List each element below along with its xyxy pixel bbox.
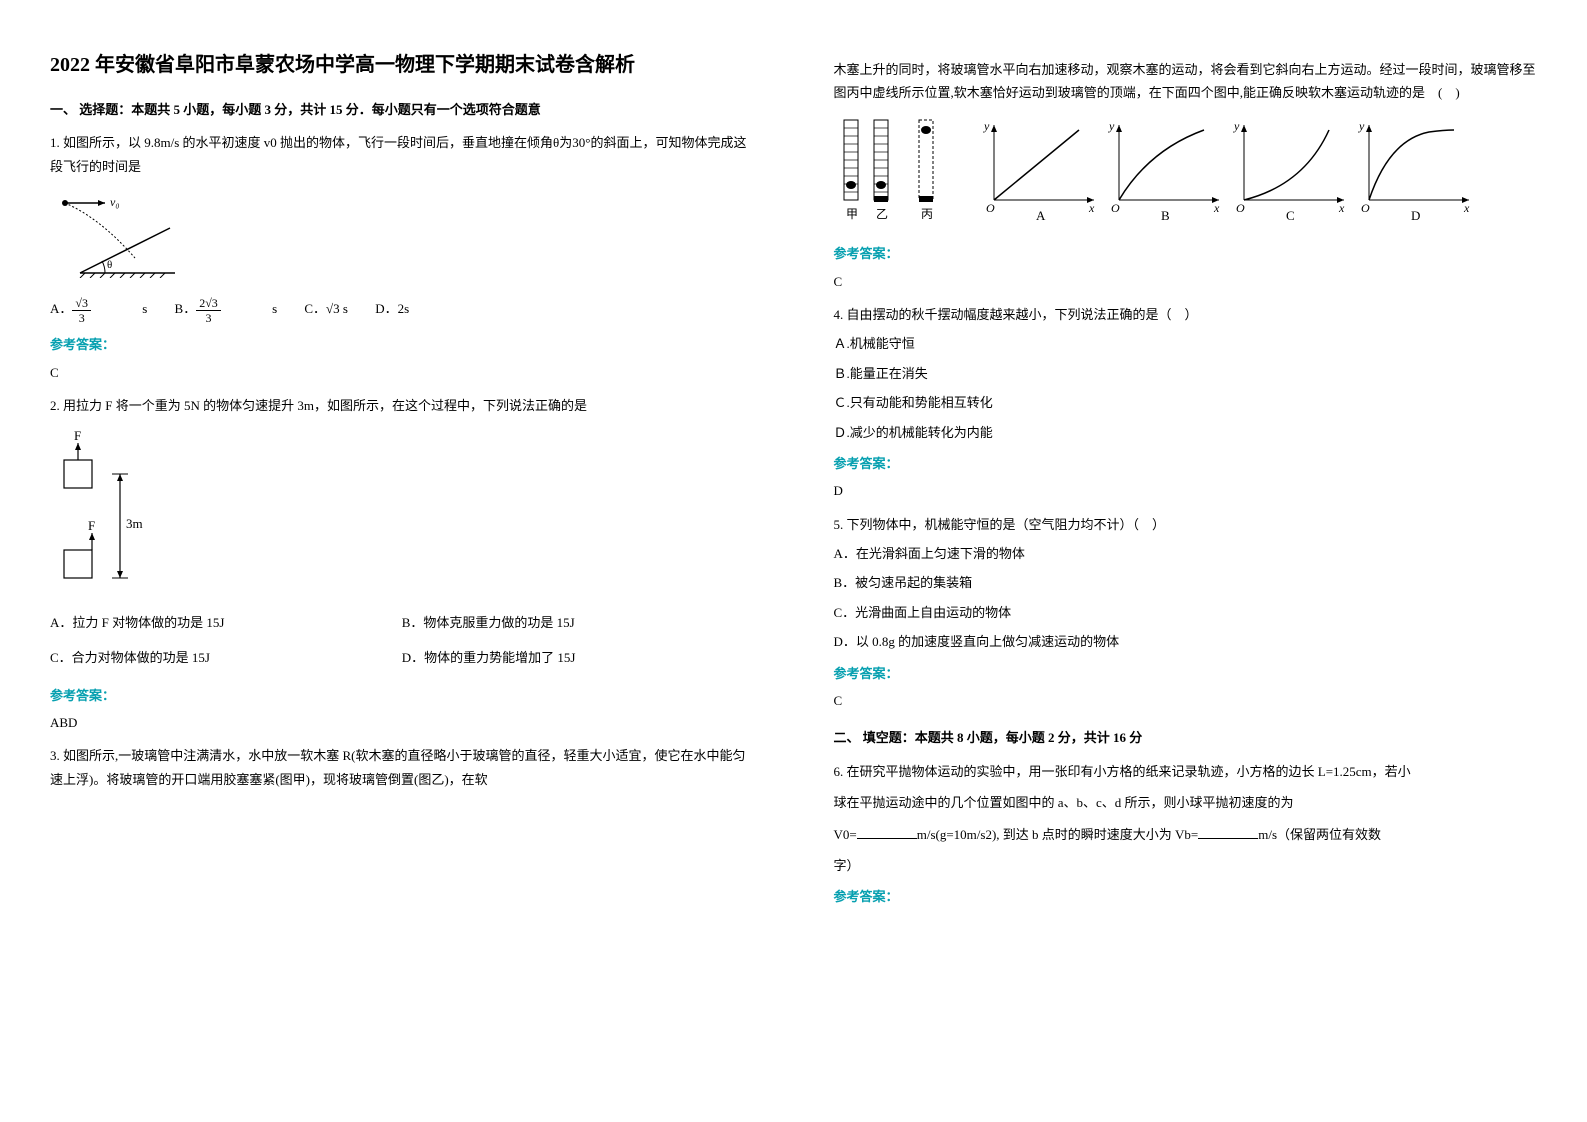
q2-option-a: A．拉力 F 对物体做的功是 15J [50,611,402,634]
q6-v0-label: V0= [834,827,857,842]
q5-option-d: D．以 0.8g 的加速度竖直向上做匀减速运动的物体 [834,630,1538,653]
question-5-text: 5. 下列物体中，机械能守恒的是（空气阻力均不计）（ ） [834,513,1538,536]
svg-text:F: F [88,518,95,533]
svg-text:y: y [1233,119,1240,133]
question-6-line2: 球在平抛运动途中的几个位置如图中的 a、b、c、d 所示，则小球平抛初速度的为 [834,791,1538,814]
q6-mid: m/s(g=10m/s2), 到达 b 点时的瞬时速度大小为 Vb= [917,827,1199,842]
q2-option-d: D．物体的重力势能增加了 15J [402,646,754,669]
q5-answer-label: 参考答案： [834,662,1538,685]
svg-text:C: C [1286,208,1295,223]
svg-text:x: x [1338,201,1345,215]
right-column: 木塞上升的同时，将玻璃管水平向右加速移动，观察木塞的运动，将会看到它斜向右上方运… [794,0,1587,1122]
svg-text:x: x [1088,201,1095,215]
svg-text:F: F [74,428,81,443]
left-column: 2022 年安徽省阜阳市阜蒙农场中学高一物理下学期期末试卷含解析 一、 选择题：… [0,0,794,1122]
q4-option-b: Ｂ.能量正在消失 [834,362,1538,385]
q5-answer: C [834,689,1538,712]
svg-text:y: y [1358,119,1365,133]
section-1-heading: 一、 选择题：本题共 5 小题，每小题 3 分，共计 15 分．每小题只有一个选… [50,98,754,121]
question-3-text-part1: 3. 如图所示,一玻璃管中注满清水，水中放一软木塞 R(软木塞的直径略小于玻璃管… [50,744,754,791]
q4-option-c: Ｃ.只有动能和势能相互转化 [834,391,1538,414]
q6-tail: m/s（保留两位有效数 [1258,827,1381,842]
question-1-text: 1. 如图所示，以 9.8m/s 的水平初速度 v0 抛出的物体，飞行一段时间后… [50,131,754,178]
q5-option-a: A．在光滑斜面上匀速下滑的物体 [834,542,1538,565]
q6-blank-v0 [857,826,917,839]
q2-answer-label: 参考答案： [50,684,754,707]
svg-text:x: x [1463,201,1470,215]
question-6-line3: V0= m/s(g=10m/s2), 到达 b 点时的瞬时速度大小为 Vb= m/s… [834,823,1538,846]
q3-answer: C [834,270,1538,293]
svg-text:O: O [1361,201,1370,215]
question-6-line4: 字） [834,854,1538,877]
q5-option-c: C．光滑曲面上自由运动的物体 [834,601,1538,624]
q1-answer-label: 参考答案： [50,333,754,356]
q4-answer-label: 参考答案： [834,452,1538,475]
section-2-heading: 二、 填空题：本题共 8 小题，每小题 2 分，共计 16 分 [834,726,1538,749]
question-2-figure: F F 3m [50,428,754,595]
q4-option-d: Ｄ.减少的机械能转化为内能 [834,421,1538,444]
q2-option-b: B．物体克服重力做的功是 15J [402,611,754,634]
question-4-options: Ａ.机械能守恒 Ｂ.能量正在消失 Ｃ.只有动能和势能相互转化 Ｄ.减少的机械能转… [834,332,1538,444]
svg-text:B: B [1161,208,1170,223]
question-2-text: 2. 用拉力 F 将一个重为 5N 的物体匀速提升 3m，如图所示，在这个过程中… [50,394,754,417]
svg-text:O: O [1111,201,1120,215]
exam-title: 2022 年安徽省阜阳市阜蒙农场中学高一物理下学期期末试卷含解析 [50,50,754,80]
q4-answer: D [834,479,1538,502]
q2-answer: ABD [50,711,754,734]
q1-answer: C [50,361,754,384]
question-2-options: A．拉力 F 对物体做的功是 15J B．物体克服重力做的功是 15J C．合力… [50,605,754,676]
svg-text:y: y [983,119,990,133]
q6-blank-vb [1198,826,1258,839]
question-4-text: 4. 自由摆动的秋千摆动幅度越来越小，下列说法正确的是（ ） [834,303,1538,326]
q5-option-b: B．被匀速吊起的集装箱 [834,571,1538,594]
question-6-line1: 6. 在研究平抛物体运动的实验中，用一张印有小方格的纸来记录轨迹，小方格的边长 … [834,760,1538,783]
question-1-options: A．√33 s B．2√33 s C．√3 s D．2s [50,296,754,326]
q1-option-c: C．√3 s [304,301,348,316]
question-3-text-part2: 木塞上升的同时，将玻璃管水平向右加速移动，观察木塞的运动，将会看到它斜向右上方运… [834,58,1538,105]
q1-option-d: D．2s [375,301,409,316]
svg-text:A: A [1036,208,1046,223]
question-1-figure: v₀ θ [50,188,754,285]
q1-option-a: A．√33 s [50,301,147,316]
question-5-options: A．在光滑斜面上匀速下滑的物体 B．被匀速吊起的集装箱 C．光滑曲面上自由运动的… [834,542,1538,654]
svg-text:3m: 3m [126,516,143,531]
svg-text:O: O [986,201,995,215]
svg-text:y: y [1108,119,1115,133]
svg-text:x: x [1213,201,1220,215]
svg-text:丙: 丙 [921,207,933,221]
q2-option-c: C．合力对物体做的功是 15J [50,646,402,669]
svg-text:θ: θ [107,259,112,271]
q6-answer-label: 参考答案： [834,885,1538,908]
svg-text:D: D [1411,208,1420,223]
svg-text:甲: 甲 [846,207,858,221]
q4-option-a: Ａ.机械能守恒 [834,332,1538,355]
svg-text:乙: 乙 [876,207,888,221]
question-3-figure: 甲 乙 丙 [834,115,1538,232]
q3-answer-label: 参考答案： [834,242,1538,265]
svg-text:O: O [1236,201,1245,215]
svg-text:v₀: v₀ [110,195,120,209]
q1-option-b: B．2√33 s [175,301,278,316]
